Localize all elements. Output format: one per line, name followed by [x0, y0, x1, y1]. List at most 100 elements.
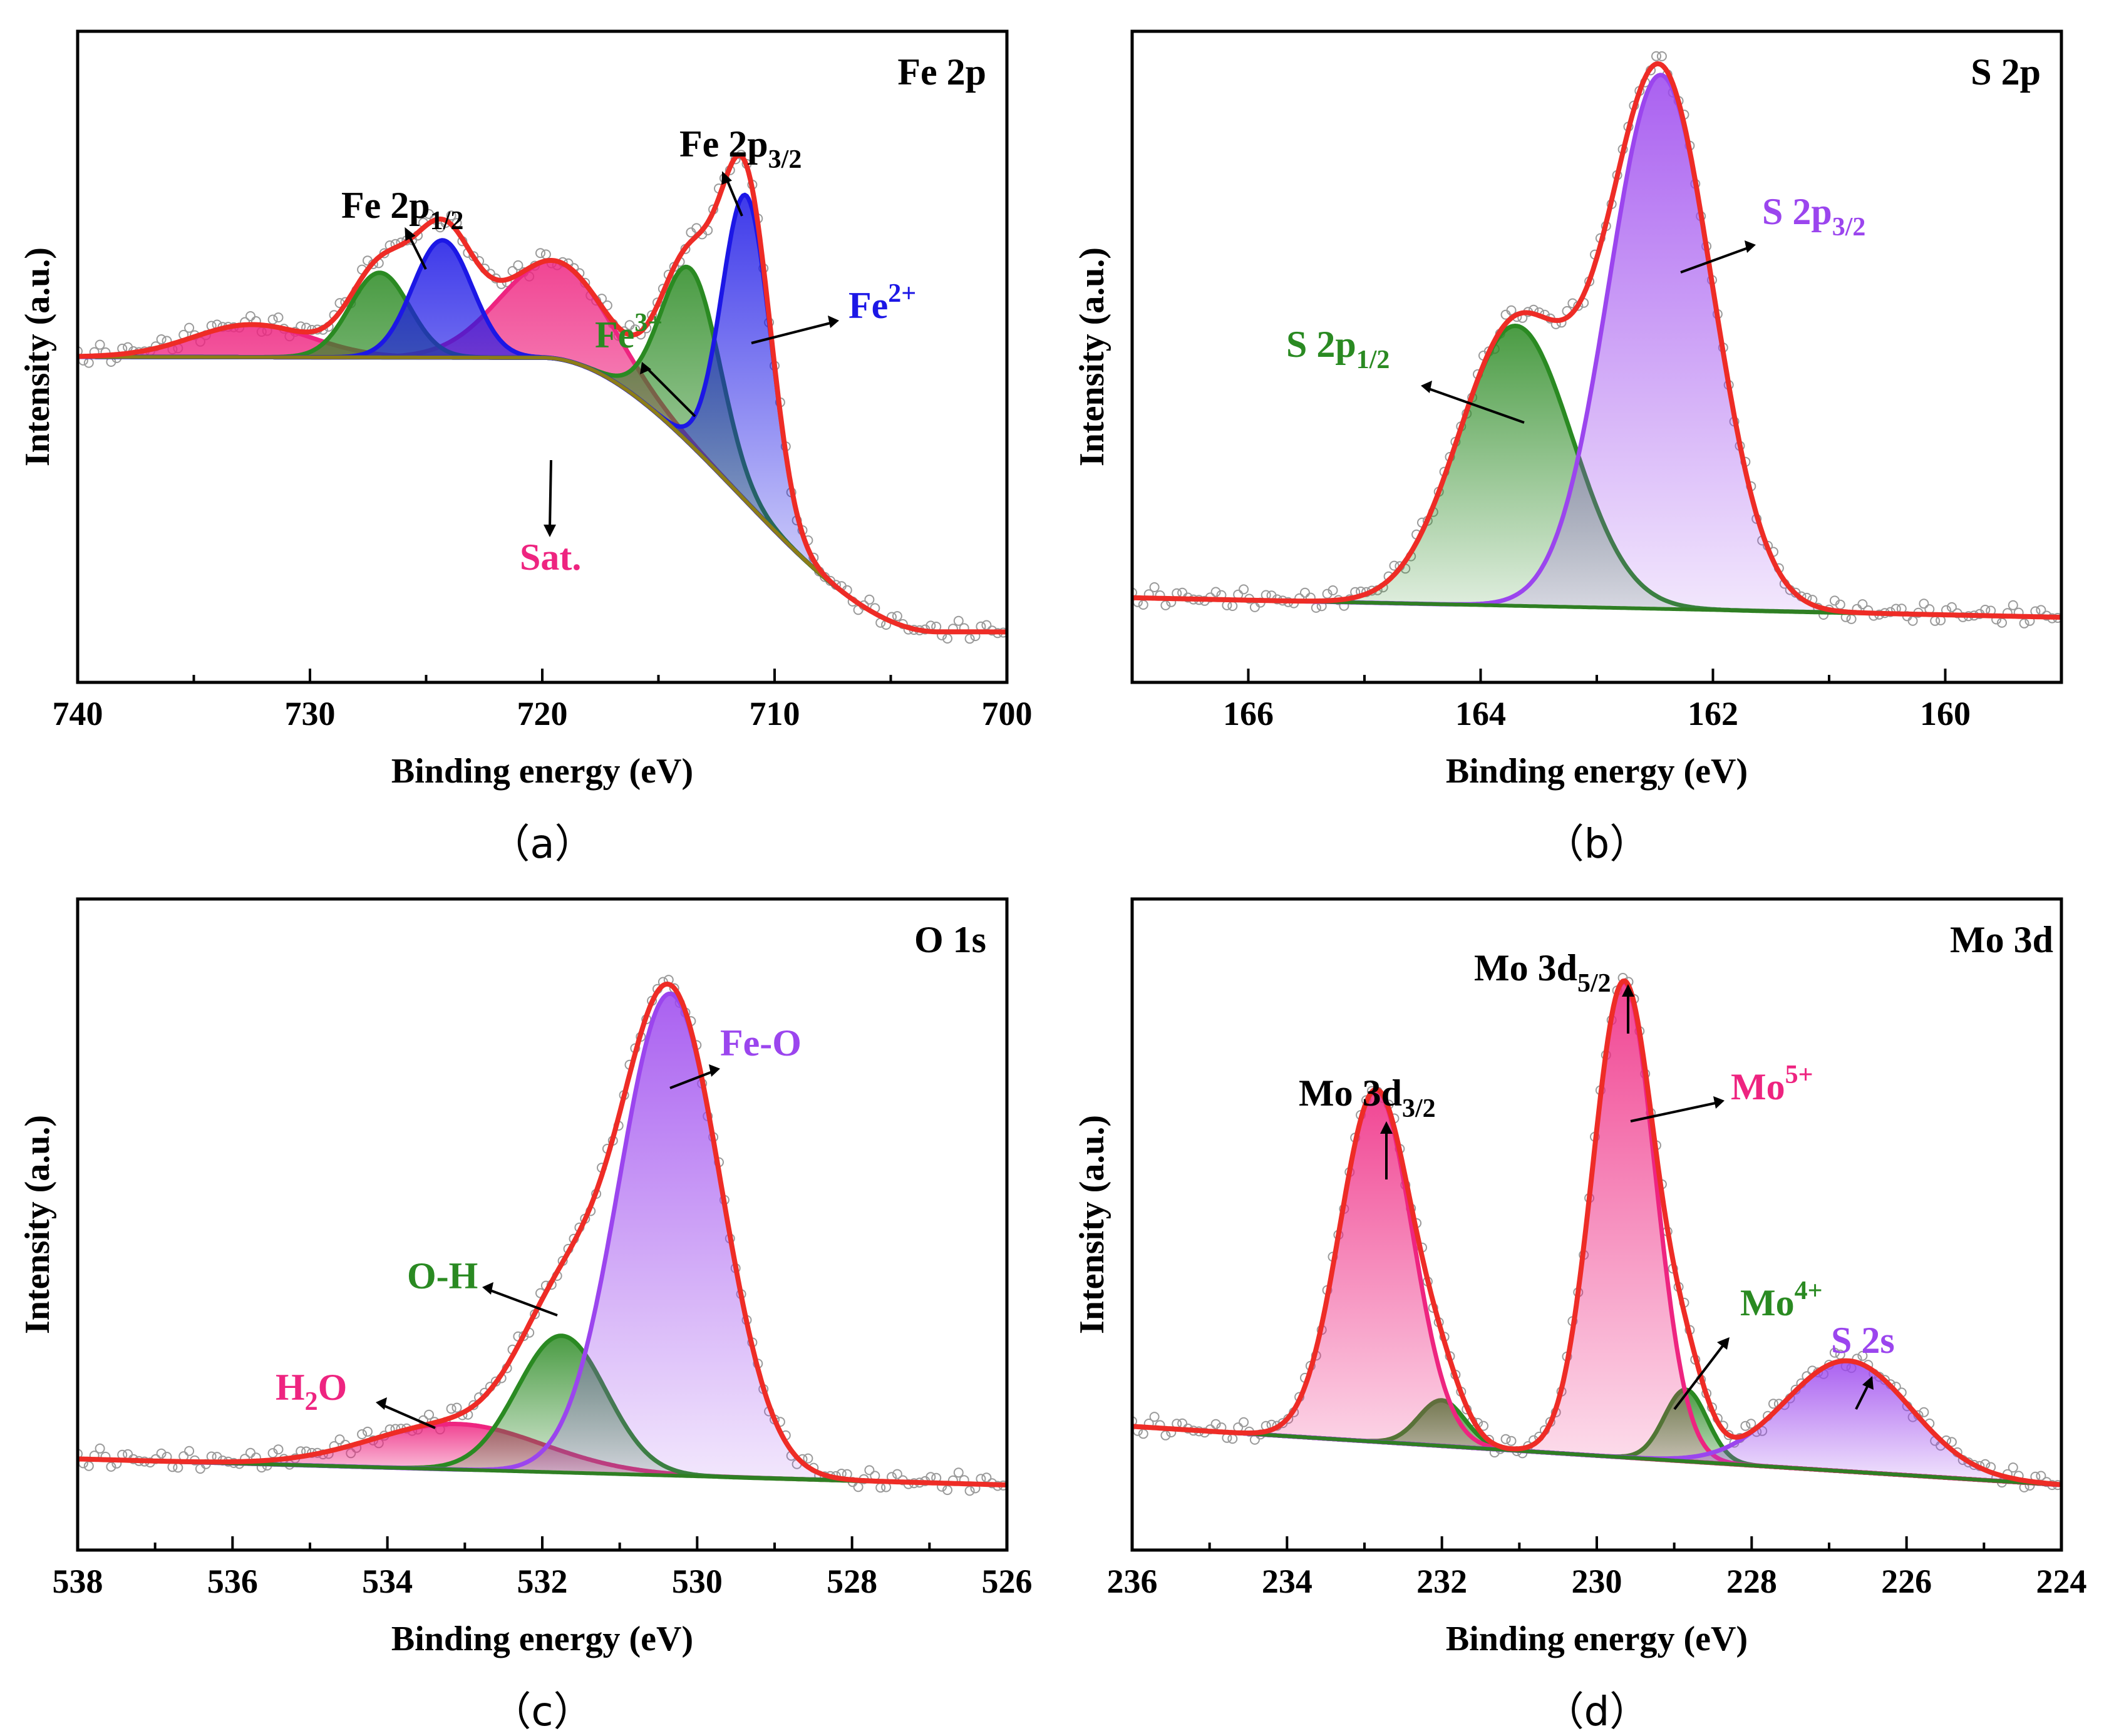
raw-data-point: [123, 1449, 133, 1459]
raw-data-point: [1311, 602, 1321, 613]
raw-data-point: [173, 1462, 183, 1473]
raw-data-point: [267, 314, 278, 325]
x-tick-label: 700: [982, 695, 1033, 732]
x-tick-label: 230: [1572, 1563, 1622, 1600]
raw-data-point: [83, 1461, 94, 1471]
component-peak-line: [78, 322, 1007, 634]
annotation-arrow: [549, 460, 552, 530]
raw-data-point: [95, 1443, 105, 1454]
x-tick-label: 740: [53, 695, 103, 732]
panel-s-2p: 166 164 162 160 S 2p Binding energy (eV) In…: [1054, 0, 2109, 868]
raw-data-point: [357, 1429, 368, 1439]
raw-data-point: [83, 357, 94, 368]
annotation-mo-3d52: Mo 3d5/2: [1474, 947, 1634, 1034]
annotation-o-h: O-H: [407, 1255, 558, 1317]
x-tick-label: 160: [1920, 695, 1971, 732]
x-tick-label: 720: [517, 695, 568, 732]
raw-data-point: [669, 983, 679, 994]
annotation-fe-2p12: Fe 2p1/2: [341, 185, 463, 270]
x-tick-label: 224: [2036, 1563, 2087, 1600]
panel-caption: （b）: [1544, 821, 1650, 868]
component-peak-fill: [78, 195, 1007, 632]
spectrum-title: Fe 2p: [897, 51, 986, 93]
annotation-arrow: [1426, 387, 1525, 424]
raw-data-point: [1300, 587, 1310, 598]
panel-caption: （c）: [491, 1689, 593, 1735]
x-tick-label: 166: [1223, 695, 1274, 732]
raw-data-point: [864, 594, 875, 605]
y-axis-title: Intensity (a.u.): [1073, 247, 1111, 466]
annotation-arrow: [644, 365, 696, 418]
raw-data-point: [1846, 614, 1857, 624]
chart-mo-3d: 236 234 232 230 228 226 224 Mo 3d Binding ener…: [1073, 897, 2087, 1735]
x-tick-label: 532: [517, 1563, 568, 1600]
component-peak-fill: [1132, 1360, 2061, 1485]
raw-data-point: [953, 615, 964, 626]
raw-data-point: [1249, 602, 1260, 612]
x-tick-label: 526: [982, 1563, 1033, 1600]
raw-data-point: [1149, 582, 1160, 592]
annotation-fe-2p32: Fe 2p3/2: [679, 123, 802, 217]
annotation-arrow: [1680, 246, 1750, 274]
arrowhead: [1862, 1376, 1874, 1390]
component-peak-fill: [1132, 982, 2061, 1485]
x-tick-label: 536: [207, 1563, 258, 1600]
raw-data-point: [1389, 560, 1400, 571]
y-axis-title: Intensity (a.u.): [1073, 1115, 1111, 1334]
raw-data-point: [1249, 1434, 1260, 1445]
raw-data-point: [1177, 587, 1188, 598]
x-tick-label: 534: [362, 1563, 413, 1600]
spectrum-title: S 2p: [1971, 51, 2041, 93]
annotation-fe2plus: Fe2+: [751, 279, 916, 344]
raw-data-point: [1907, 615, 1918, 626]
arrowhead: [1713, 1096, 1725, 1109]
x-tick-label: 528: [827, 1563, 877, 1600]
raw-data-point: [853, 1482, 864, 1492]
envelope-fit-line: [1132, 61, 2061, 620]
raw-data-point: [156, 334, 167, 344]
raw-data-point: [981, 620, 992, 630]
raw-data-point: [273, 312, 284, 323]
raw-data-point: [446, 1404, 456, 1414]
component-peak-fill: [78, 260, 1007, 632]
raw-data-point: [1227, 601, 1238, 611]
x-axis-title: Binding energy (eV): [391, 1620, 693, 1658]
envelope-fit-line: [78, 981, 1007, 1487]
svg-text:Mo 3d5/2: Mo 3d5/2: [1474, 947, 1611, 998]
annotation-arrow: [488, 1288, 558, 1317]
panel-fe-2p: 740 730 720 710 700 Fe 2p Binding energy (eV…: [0, 0, 1054, 868]
svg-text:Fe 2p1/2: Fe 2p1/2: [341, 185, 463, 235]
raw-data-point: [363, 1426, 373, 1437]
background-line: [1132, 1424, 2061, 1487]
raw-data-point: [1746, 1419, 1756, 1429]
annotation-s-2p12: S 2p1/2: [1286, 324, 1525, 424]
raw-data-point: [981, 1472, 992, 1483]
raw-data-point: [184, 322, 195, 333]
svg-text:Fe 2p3/2: Fe 2p3/2: [679, 123, 802, 174]
y-axis-title: Intensity (a.u.): [18, 1115, 57, 1334]
annotation-mo4plus: Mo4+: [1673, 1276, 1823, 1410]
raw-data-point: [1177, 1418, 1188, 1429]
spectrum-title: O 1s: [914, 919, 986, 960]
arrowhead: [721, 171, 732, 185]
raw-data-point: [1132, 1416, 1137, 1427]
raw-data-point: [1500, 1434, 1511, 1444]
raw-data-point: [184, 1446, 195, 1456]
raw-data-point: [1506, 305, 1517, 316]
svg-text:Mo 3d3/2: Mo 3d3/2: [1299, 1072, 1436, 1123]
raw-data-point: [1651, 51, 1661, 61]
raw-data-point: [1656, 51, 1667, 61]
raw-data-point: [513, 260, 523, 270]
component-peak-fill: [1132, 74, 2061, 618]
raw-data-point: [1857, 1350, 1868, 1361]
raw-data-point: [245, 1447, 255, 1458]
raw-data-point: [451, 1402, 462, 1413]
arrowhead: [376, 1397, 387, 1410]
x-tick-label: 228: [1726, 1563, 1777, 1600]
x-tick-label: 226: [1881, 1563, 1932, 1600]
annotation-arrow: [1673, 1342, 1726, 1410]
raw-data-point: [1138, 600, 1148, 610]
raw-data-point: [803, 1453, 813, 1464]
spectrum-title: Mo 3d: [1950, 919, 2053, 960]
raw-data-point: [78, 1449, 83, 1459]
